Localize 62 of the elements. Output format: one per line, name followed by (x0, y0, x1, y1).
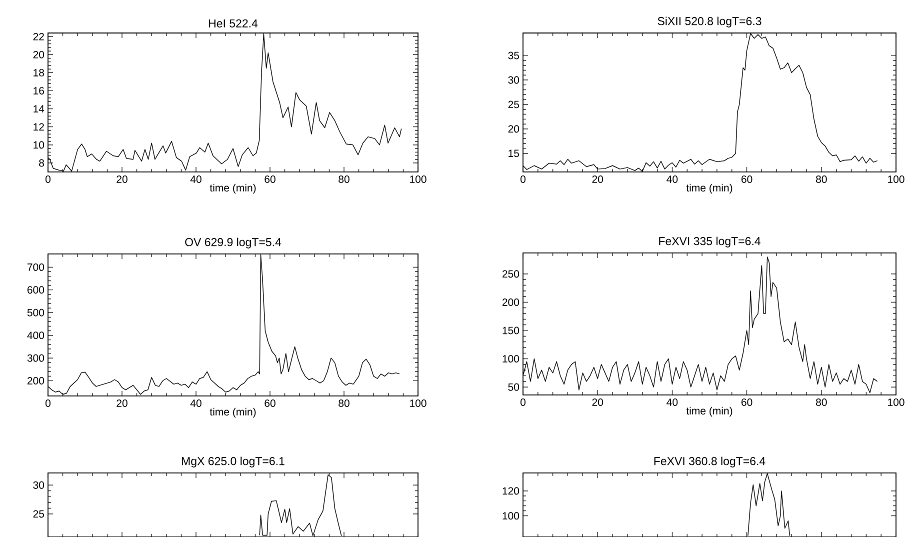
y-tick-label: 10 (34, 141, 44, 149)
x-tick-label: 0 (45, 400, 51, 407)
y-tick-label: 150 (502, 326, 520, 334)
y-tick-label: 14 (34, 105, 44, 112)
y-tick-label: 15 (508, 150, 520, 158)
x-tick-label: 100 (888, 176, 904, 183)
y-tick-label: 22 (33, 32, 44, 40)
x-tick-label: 60 (264, 176, 276, 183)
x-tick-label: 20 (116, 400, 128, 407)
y-tick-label: 20 (508, 125, 520, 133)
x-tick-label: 60 (741, 176, 752, 183)
x-tick-label: 60 (264, 400, 276, 407)
y-tick-label: 30 (33, 481, 44, 489)
y-tick-label: 300 (27, 354, 44, 362)
chart-title: FeXVI 335 logT=6.4 (659, 236, 760, 248)
y-tick-label: 200 (27, 377, 44, 384)
chart-title: HeI 522.4 (209, 19, 258, 28)
x-tick-label: 80 (338, 400, 350, 407)
x-axis-title: time (min) (686, 406, 732, 417)
chart-title: SiXII 520.8 logT=6.3 (658, 16, 762, 28)
y-tick-label: 200 (502, 298, 520, 306)
x-tick-label: 100 (410, 176, 426, 183)
y-tick-label: 400 (27, 332, 44, 340)
x-axis-title: time (min) (210, 408, 256, 418)
x-tick-label: 20 (592, 176, 604, 183)
y-tick-label: 18 (34, 68, 44, 76)
y-tick-label: 12 (34, 123, 44, 131)
x-tick-label: 20 (592, 398, 604, 406)
y-tick-label: 120 (502, 487, 520, 495)
y-tick-label: 50 (508, 383, 520, 391)
y-tick-label: 25 (33, 510, 44, 518)
x-tick-label: 40 (190, 400, 202, 407)
y-tick-label: 500 (27, 308, 44, 316)
x-tick-label: 60 (741, 398, 752, 406)
y-tick-label: 100 (502, 512, 520, 520)
x-tick-label: 80 (816, 398, 827, 406)
y-tick-label: 8 (39, 159, 44, 167)
y-tick-label: 16 (34, 87, 44, 94)
chart-title: MgX 625.0 logT=6.1 (182, 456, 284, 468)
y-tick-label: 25 (508, 100, 520, 108)
x-tick-label: 80 (338, 176, 350, 183)
y-tick-label: 35 (508, 52, 520, 60)
x-tick-label: 100 (410, 400, 426, 407)
x-tick-label: 80 (816, 176, 827, 183)
x-tick-label: 100 (888, 398, 904, 406)
y-tick-label: 700 (27, 263, 44, 271)
x-axis-title: time (min) (686, 184, 732, 194)
y-tick-label: 100 (502, 355, 520, 363)
y-tick-label: 20 (33, 50, 44, 58)
x-tick-label: 40 (666, 176, 678, 183)
x-tick-label: 40 (190, 176, 202, 183)
x-tick-label: 0 (520, 398, 526, 406)
y-tick-label: 600 (27, 286, 44, 294)
x-tick-label: 0 (520, 176, 526, 183)
x-tick-label: 40 (666, 398, 678, 406)
x-axis-title: time (min) (210, 184, 256, 194)
chart-title: FeXVI 360.8 logT=6.4 (654, 456, 766, 468)
chart-title: OV 629.9 logT=5.4 (185, 238, 282, 248)
x-tick-label: 0 (45, 176, 51, 183)
y-tick-label: 30 (508, 76, 520, 84)
y-tick-label: 250 (502, 270, 520, 278)
x-tick-label: 20 (116, 176, 128, 183)
